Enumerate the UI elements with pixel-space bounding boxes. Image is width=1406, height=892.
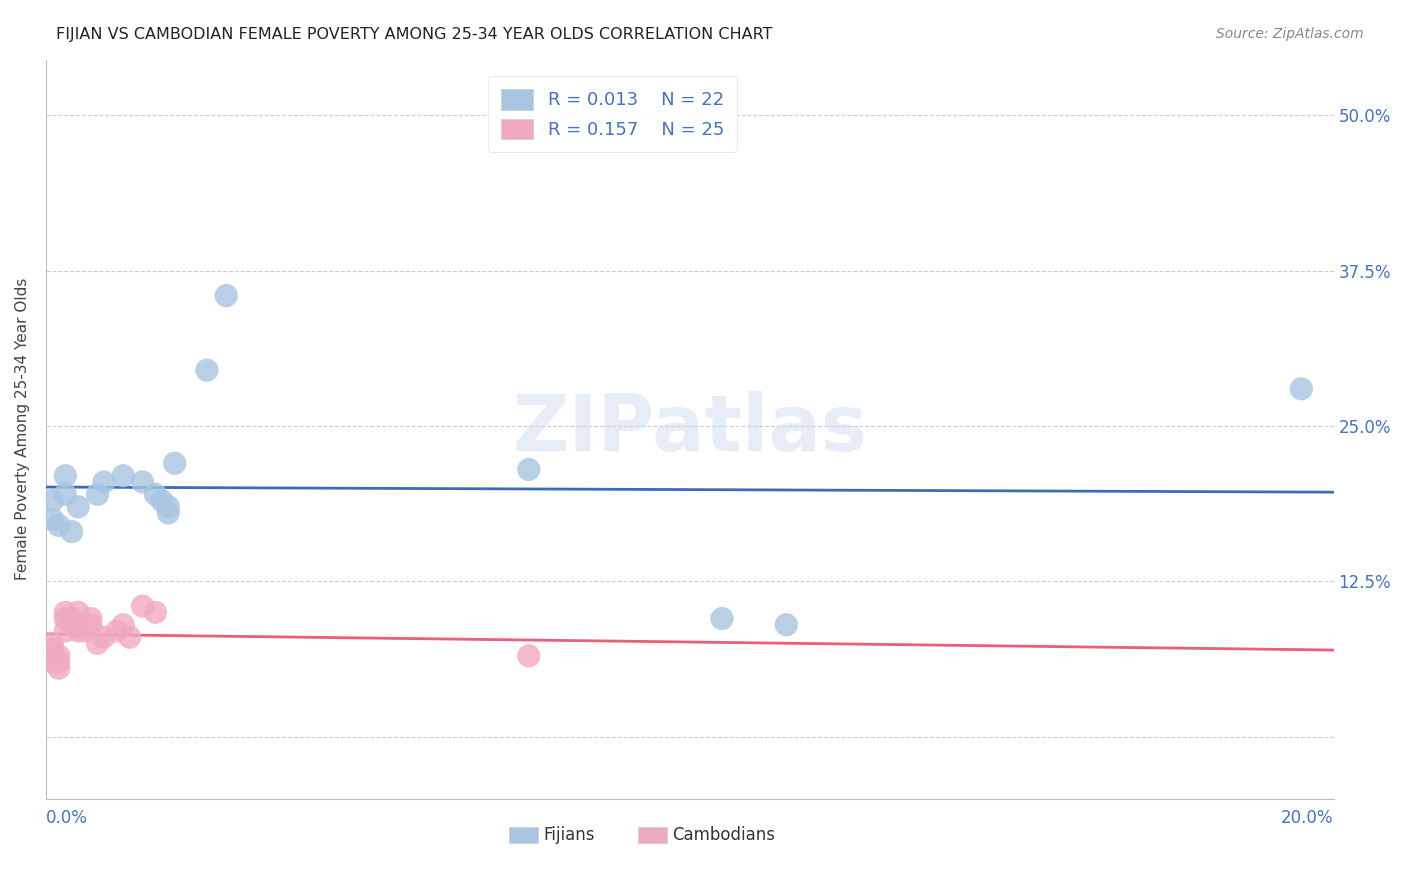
Point bbox=[517, 648, 540, 663]
Point bbox=[41, 512, 63, 526]
Point bbox=[517, 462, 540, 476]
FancyBboxPatch shape bbox=[638, 827, 666, 843]
Point bbox=[150, 493, 173, 508]
Point bbox=[93, 475, 115, 489]
Y-axis label: Female Poverty Among 25-34 Year Olds: Female Poverty Among 25-34 Year Olds bbox=[15, 278, 30, 581]
Point bbox=[93, 630, 115, 644]
Point bbox=[41, 493, 63, 508]
Point bbox=[48, 655, 70, 669]
Point bbox=[73, 624, 96, 638]
Point bbox=[80, 617, 103, 632]
Text: ZIPatlas: ZIPatlas bbox=[512, 391, 868, 467]
Point bbox=[131, 475, 153, 489]
Point bbox=[157, 500, 180, 514]
Point bbox=[53, 611, 76, 625]
Point bbox=[53, 605, 76, 619]
Text: Source: ZipAtlas.com: Source: ZipAtlas.com bbox=[1216, 27, 1364, 41]
Point bbox=[118, 630, 141, 644]
Point bbox=[60, 611, 83, 625]
Point bbox=[60, 617, 83, 632]
Point bbox=[157, 506, 180, 520]
Point bbox=[41, 655, 63, 669]
Point bbox=[67, 624, 90, 638]
Text: 20.0%: 20.0% bbox=[1281, 809, 1333, 827]
Text: Fijians: Fijians bbox=[543, 826, 595, 844]
Point bbox=[1291, 382, 1313, 396]
Point bbox=[48, 661, 70, 675]
Point bbox=[145, 605, 167, 619]
Point bbox=[48, 648, 70, 663]
Point bbox=[41, 642, 63, 657]
Point bbox=[195, 363, 218, 377]
Point bbox=[41, 636, 63, 650]
Point bbox=[53, 487, 76, 501]
Text: FIJIAN VS CAMBODIAN FEMALE POVERTY AMONG 25-34 YEAR OLDS CORRELATION CHART: FIJIAN VS CAMBODIAN FEMALE POVERTY AMONG… bbox=[56, 27, 773, 42]
Text: 0.0%: 0.0% bbox=[46, 809, 87, 827]
Point bbox=[105, 624, 128, 638]
Point bbox=[163, 456, 186, 470]
Point bbox=[60, 524, 83, 539]
Point bbox=[145, 487, 167, 501]
Point bbox=[53, 468, 76, 483]
FancyBboxPatch shape bbox=[509, 827, 538, 843]
Point bbox=[775, 617, 797, 632]
Point bbox=[86, 636, 108, 650]
Point bbox=[48, 518, 70, 533]
Point bbox=[112, 617, 135, 632]
Point bbox=[86, 487, 108, 501]
Point bbox=[53, 624, 76, 638]
Point bbox=[112, 468, 135, 483]
Point bbox=[41, 648, 63, 663]
Legend: R = 0.013    N = 22, R = 0.157    N = 25: R = 0.013 N = 22, R = 0.157 N = 25 bbox=[488, 76, 737, 152]
Text: Cambodians: Cambodians bbox=[672, 826, 775, 844]
Point bbox=[67, 500, 90, 514]
Point bbox=[215, 288, 238, 302]
Point bbox=[80, 611, 103, 625]
Point bbox=[67, 605, 90, 619]
Point bbox=[710, 611, 733, 625]
Point bbox=[131, 599, 153, 614]
